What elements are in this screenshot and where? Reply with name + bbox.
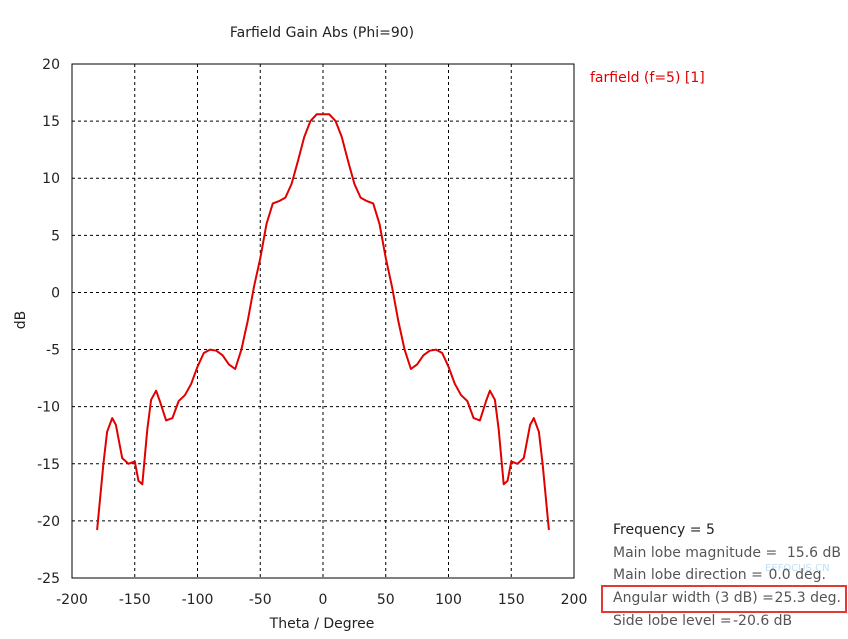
x-axis-label: Theta / Degree <box>269 616 375 632</box>
y-tick-label: 20 <box>42 57 60 73</box>
y-tick-label: 15 <box>42 114 60 130</box>
x-tick-label: -50 <box>249 592 272 608</box>
grid <box>72 64 574 578</box>
main-lobe-magnitude-value: 15.6 dB <box>786 545 841 561</box>
y-tick-label: -20 <box>37 514 60 530</box>
series-layer <box>96 113 550 531</box>
y-tick-label: 5 <box>51 228 60 244</box>
angular-width-highlight <box>601 585 847 613</box>
legend-entry: farfield (f=5) [1] <box>590 70 705 86</box>
y-axis-label: dB <box>13 311 29 330</box>
y-tick-label: 0 <box>51 285 60 301</box>
x-tick-label: -150 <box>119 592 151 608</box>
side-lobe-level-value: -20.6 dB <box>733 613 793 629</box>
angular-width-label: Angular width (3 dB) = <box>613 590 774 606</box>
main-lobe-direction-label: Main lobe direction = <box>613 567 763 583</box>
y-tick-label: 10 <box>42 171 60 187</box>
main-lobe-direction-value: 0.0 deg. <box>768 567 826 583</box>
y-tick-label: -25 <box>37 571 60 587</box>
series-line <box>96 113 550 531</box>
chart-title: Farfield Gain Abs (Phi=90) <box>230 25 414 41</box>
x-axis: -200 -150 -100 -50 0 50 100 150 200 <box>56 592 587 608</box>
main-lobe-magnitude-label: Main lobe magnitude = <box>613 545 778 561</box>
x-tick-label: 100 <box>435 592 462 608</box>
x-tick-label: -200 <box>56 592 88 608</box>
x-tick-label: 150 <box>498 592 525 608</box>
frequency-label: Frequency = 5 <box>613 522 715 538</box>
y-tick-label: -5 <box>46 343 60 359</box>
x-tick-label: 0 <box>319 592 328 608</box>
y-axis: -25 -20 -15 -10 -5 0 5 10 15 20 <box>37 57 60 587</box>
side-lobe-level-label: Side lobe level = <box>613 613 732 629</box>
x-tick-label: 50 <box>377 592 395 608</box>
watermark: EEFOCUS.CN <box>765 563 830 574</box>
x-tick-label: -100 <box>182 592 214 608</box>
plot-frame <box>71 63 575 579</box>
angular-width-value: 25.3 deg. <box>774 590 841 606</box>
y-tick-label: -10 <box>37 400 60 416</box>
y-tick-label: -15 <box>37 457 60 473</box>
x-tick-label: 200 <box>561 592 588 608</box>
